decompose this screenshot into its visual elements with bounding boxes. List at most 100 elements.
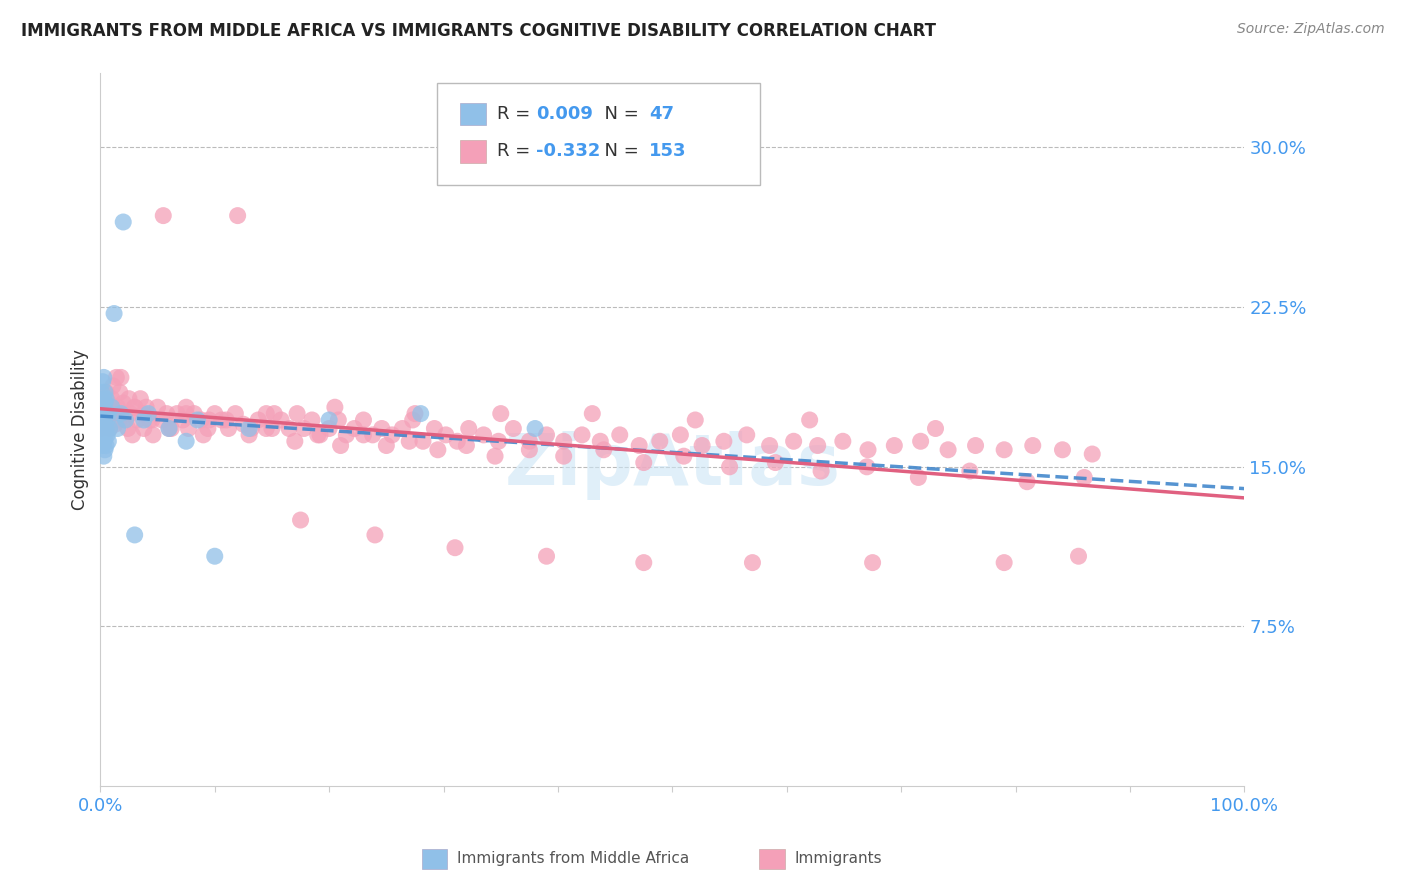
Point <box>254 407 277 421</box>
Point <box>91 438 114 452</box>
Point <box>489 407 512 421</box>
Point <box>1022 438 1045 452</box>
Point <box>270 413 292 427</box>
Point <box>1015 475 1038 489</box>
Point <box>96 413 118 427</box>
Point <box>589 434 612 449</box>
Point <box>111 407 134 421</box>
Text: ZipAtlas: ZipAtlas <box>505 431 841 500</box>
Point <box>198 413 221 427</box>
Point <box>132 421 155 435</box>
Point <box>488 434 510 449</box>
Point <box>910 434 932 449</box>
Point <box>335 428 357 442</box>
Point <box>553 449 575 463</box>
Point <box>883 438 905 452</box>
Point <box>172 413 194 427</box>
Point <box>1081 447 1104 461</box>
Point <box>318 421 340 435</box>
Point <box>124 528 146 542</box>
Point <box>150 413 173 427</box>
Point <box>94 385 117 400</box>
Point <box>391 421 413 435</box>
Point <box>592 442 614 457</box>
Point <box>309 428 332 442</box>
Point <box>125 413 148 427</box>
Point <box>94 413 117 427</box>
Point <box>103 401 125 415</box>
Point <box>110 370 132 384</box>
Point <box>318 413 340 427</box>
Point <box>628 438 651 452</box>
Point <box>763 456 786 470</box>
Point <box>114 413 136 427</box>
Point <box>90 407 112 421</box>
Point <box>112 396 135 410</box>
Point <box>735 428 758 442</box>
Point <box>160 421 183 435</box>
Point <box>553 434 575 449</box>
Point <box>993 556 1015 570</box>
Point <box>90 421 112 435</box>
Text: 0.009: 0.009 <box>536 105 593 123</box>
Point <box>93 434 115 449</box>
Point <box>174 434 197 449</box>
Point <box>426 442 449 457</box>
Point <box>343 421 366 435</box>
Point <box>97 396 120 410</box>
Point <box>226 209 249 223</box>
Point <box>959 464 981 478</box>
Point <box>519 434 541 449</box>
Point <box>157 421 180 435</box>
Text: 153: 153 <box>648 143 686 161</box>
Point <box>94 417 117 432</box>
Point <box>232 417 254 432</box>
Point <box>94 438 117 452</box>
Point <box>101 392 124 406</box>
Point <box>609 428 631 442</box>
Text: R =: R = <box>496 105 536 123</box>
Point <box>93 401 115 415</box>
Point <box>263 407 285 421</box>
Point <box>402 413 425 427</box>
Point <box>782 434 804 449</box>
Point <box>211 413 233 427</box>
Point <box>93 370 115 384</box>
Point <box>193 428 215 442</box>
Point <box>713 434 735 449</box>
Point <box>404 407 426 421</box>
Point <box>633 556 655 570</box>
Point <box>90 401 112 415</box>
Point <box>285 407 308 421</box>
Point <box>108 385 131 400</box>
Point <box>138 407 160 421</box>
Point <box>718 459 741 474</box>
Point <box>187 413 209 427</box>
Point <box>669 428 692 442</box>
Point <box>112 215 135 229</box>
Point <box>94 392 117 406</box>
Point <box>97 407 120 421</box>
Point <box>292 421 315 435</box>
Point <box>104 417 127 432</box>
Point <box>444 541 467 555</box>
Point <box>807 438 830 452</box>
Point <box>307 428 329 442</box>
Point <box>94 407 117 421</box>
Point <box>502 421 524 435</box>
Y-axis label: Cognitive Disability: Cognitive Disability <box>72 349 89 510</box>
Point <box>381 428 404 442</box>
Point <box>856 459 879 474</box>
Point <box>484 449 506 463</box>
Point <box>118 392 141 406</box>
Point <box>91 407 114 421</box>
Point <box>132 407 155 421</box>
Point <box>124 401 146 415</box>
Point <box>856 442 879 457</box>
Point <box>224 407 246 421</box>
Point <box>129 392 152 406</box>
Point <box>364 528 387 542</box>
Point <box>924 421 946 435</box>
Point <box>107 421 129 435</box>
Point <box>472 428 495 442</box>
